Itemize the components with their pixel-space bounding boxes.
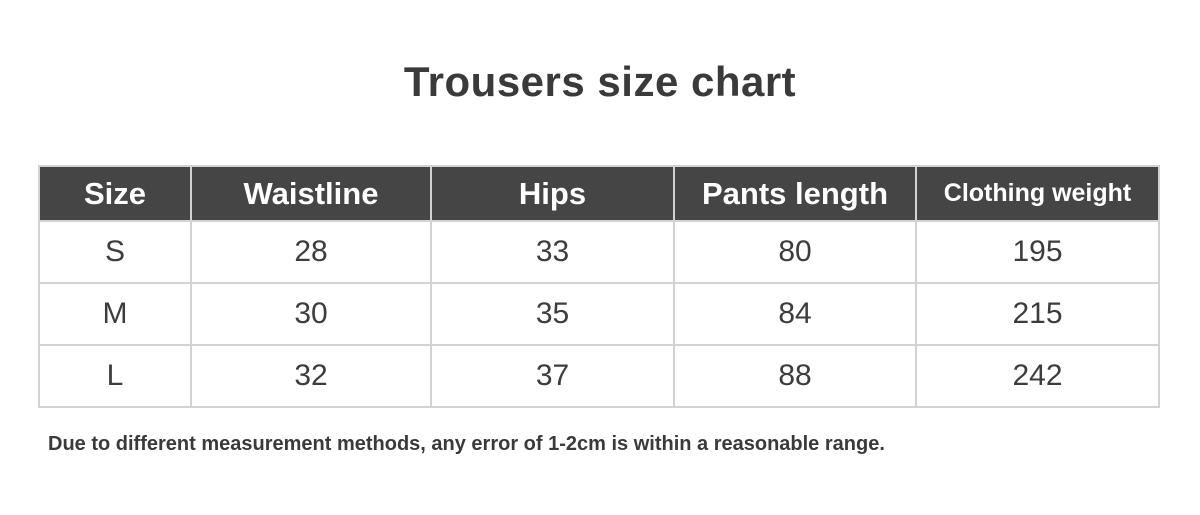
waistline-cell: 30: [190, 282, 432, 346]
hips-cell: 33: [430, 220, 675, 284]
clothing-weight-cell: 242: [915, 344, 1160, 408]
table-header-row: Size Waistline Hips Pants length Clothin…: [38, 165, 1160, 222]
column-header-hips: Hips: [430, 165, 675, 222]
waistline-cell: 32: [190, 344, 432, 408]
size-cell: L: [38, 344, 192, 408]
hips-cell: 35: [430, 282, 675, 346]
table-row-l: L 32 37 88 242: [38, 344, 1160, 408]
pants-length-cell: 84: [673, 282, 917, 346]
table-row-s: S 28 33 80 195: [38, 220, 1160, 284]
column-header-waistline: Waistline: [190, 165, 432, 222]
clothing-weight-cell: 195: [915, 220, 1160, 284]
hips-cell: 37: [430, 344, 675, 408]
size-cell: M: [38, 282, 192, 346]
measurement-disclaimer-note: Due to different measurement methods, an…: [48, 433, 885, 455]
table-row-m: M 30 35 84 215: [38, 282, 1160, 346]
size-chart-table: Size Waistline Hips Pants length Clothin…: [38, 165, 1160, 408]
column-header-size: Size: [38, 165, 192, 222]
size-cell: S: [38, 220, 192, 284]
pants-length-cell: 88: [673, 344, 917, 408]
clothing-weight-cell: 215: [915, 282, 1160, 346]
waistline-cell: 28: [190, 220, 432, 284]
pants-length-cell: 80: [673, 220, 917, 284]
column-header-pants-length: Pants length: [673, 165, 917, 222]
column-header-clothing-weight: Clothing weight: [915, 165, 1160, 222]
page-title: Trousers size chart: [403, 58, 797, 105]
